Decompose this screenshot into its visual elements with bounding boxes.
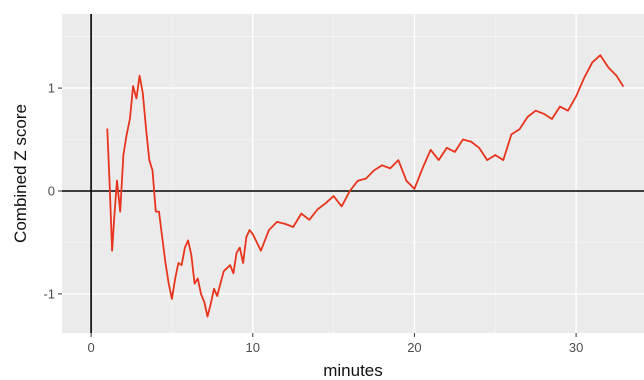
series-line-0	[106, 54, 624, 318]
series-layer	[106, 54, 624, 318]
x-tick-label: 30	[569, 340, 583, 355]
y-tick-label: 0	[48, 183, 55, 198]
reference-lines	[62, 14, 644, 333]
x-axis-ticks: 0 10 20 30	[87, 333, 583, 355]
y-axis-title: Combined Z score	[11, 104, 30, 243]
x-tick-label: 10	[246, 340, 260, 355]
x-tick-label: 0	[87, 340, 94, 355]
y-axis-ticks: -1 0 1	[43, 81, 62, 301]
x-axis-title: minutes	[323, 361, 383, 380]
plot-panel	[62, 14, 644, 333]
x-tick-label: 20	[407, 340, 421, 355]
y-tick-label: -1	[43, 286, 55, 301]
minor-gridlines	[62, 14, 644, 333]
y-tick-label: 1	[48, 81, 55, 96]
